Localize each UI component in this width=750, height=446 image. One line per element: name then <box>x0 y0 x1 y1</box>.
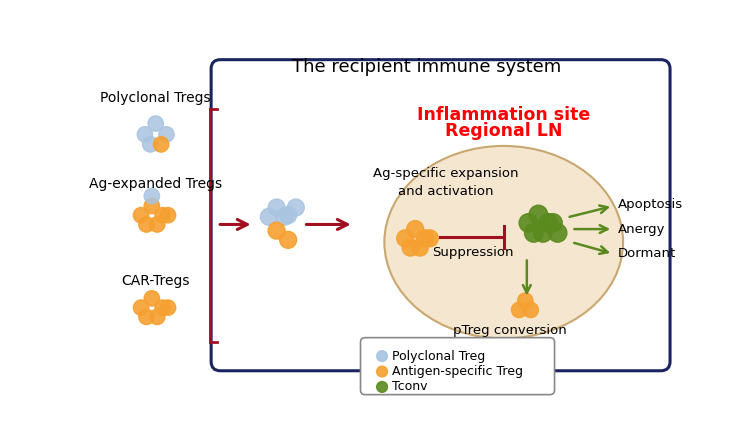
Circle shape <box>134 207 148 223</box>
Circle shape <box>539 214 557 232</box>
Circle shape <box>402 239 419 256</box>
Circle shape <box>149 309 165 325</box>
Circle shape <box>534 224 552 242</box>
Circle shape <box>411 239 428 256</box>
Circle shape <box>530 205 548 224</box>
Circle shape <box>144 291 160 306</box>
Circle shape <box>144 188 160 204</box>
Circle shape <box>276 208 292 225</box>
Text: Suppression: Suppression <box>432 246 514 259</box>
Circle shape <box>523 302 538 318</box>
Circle shape <box>397 230 414 247</box>
Text: Ag-expanded Tregs: Ag-expanded Tregs <box>89 178 222 191</box>
Circle shape <box>149 217 165 232</box>
Circle shape <box>512 302 526 318</box>
Text: Inflammation site: Inflammation site <box>417 106 590 124</box>
Circle shape <box>287 199 304 216</box>
Text: Apoptosis: Apoptosis <box>618 198 682 211</box>
Text: The recipient immune system: The recipient immune system <box>292 58 561 76</box>
Circle shape <box>544 214 562 232</box>
Circle shape <box>260 208 278 225</box>
Circle shape <box>139 309 154 325</box>
Circle shape <box>422 230 438 247</box>
Text: Ag-specific expansion
and activation: Ag-specific expansion and activation <box>374 167 519 198</box>
Text: Anergy: Anergy <box>618 223 665 235</box>
Text: Regional LN: Regional LN <box>445 121 562 140</box>
Circle shape <box>548 224 567 242</box>
Circle shape <box>144 198 160 214</box>
FancyBboxPatch shape <box>211 60 670 371</box>
Text: CAR-Tregs: CAR-Tregs <box>122 274 190 288</box>
Text: Tconv: Tconv <box>392 380 427 393</box>
Circle shape <box>518 293 533 308</box>
Circle shape <box>268 222 285 239</box>
Text: Polyclonal Treg: Polyclonal Treg <box>392 350 485 363</box>
Text: Dormant: Dormant <box>618 247 676 260</box>
Circle shape <box>160 300 176 315</box>
Ellipse shape <box>384 146 623 339</box>
Circle shape <box>139 217 154 232</box>
Circle shape <box>155 207 170 223</box>
Circle shape <box>376 351 388 362</box>
Circle shape <box>268 199 285 216</box>
Circle shape <box>137 127 152 142</box>
Circle shape <box>524 224 543 242</box>
Circle shape <box>148 116 164 131</box>
Circle shape <box>153 136 169 152</box>
Circle shape <box>406 221 424 238</box>
Circle shape <box>417 230 434 247</box>
FancyBboxPatch shape <box>361 338 554 395</box>
Circle shape <box>376 366 388 377</box>
Text: pTreg conversion: pTreg conversion <box>453 324 567 337</box>
Circle shape <box>159 127 174 142</box>
Text: Antigen-specific Treg: Antigen-specific Treg <box>392 365 523 378</box>
Circle shape <box>519 214 538 232</box>
Circle shape <box>376 381 388 392</box>
Circle shape <box>134 300 148 315</box>
Text: Polyclonal Tregs: Polyclonal Tregs <box>100 91 211 105</box>
Circle shape <box>280 231 296 248</box>
Circle shape <box>160 207 176 223</box>
Circle shape <box>142 136 158 152</box>
Circle shape <box>280 207 296 224</box>
Circle shape <box>155 300 170 315</box>
